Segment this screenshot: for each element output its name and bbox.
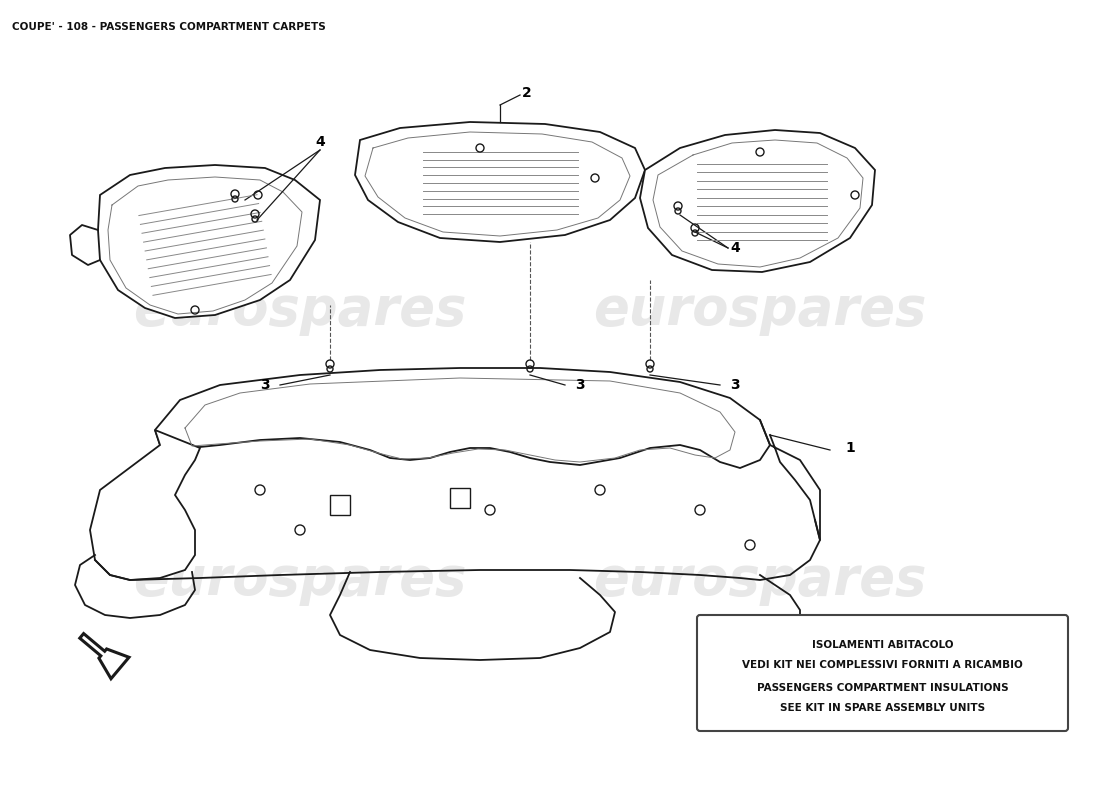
Text: eurospares: eurospares (133, 284, 466, 336)
Text: eurospares: eurospares (593, 554, 926, 606)
Polygon shape (98, 165, 320, 318)
Polygon shape (640, 130, 874, 272)
Text: eurospares: eurospares (133, 554, 466, 606)
Polygon shape (355, 122, 645, 242)
FancyBboxPatch shape (697, 615, 1068, 731)
Text: eurospares: eurospares (593, 284, 926, 336)
Text: COUPE' - 108 - PASSENGERS COMPARTMENT CARPETS: COUPE' - 108 - PASSENGERS COMPARTMENT CA… (12, 22, 326, 32)
Text: PASSENGERS COMPARTMENT INSULATIONS: PASSENGERS COMPARTMENT INSULATIONS (757, 683, 1009, 693)
Text: 3: 3 (575, 378, 584, 392)
Text: ISOLAMENTI ABITACOLO: ISOLAMENTI ABITACOLO (812, 640, 954, 650)
Text: 1: 1 (845, 441, 855, 455)
Bar (450, 488, 470, 508)
Text: 4: 4 (730, 241, 739, 255)
Text: 3: 3 (730, 378, 739, 392)
Polygon shape (155, 368, 770, 468)
Bar (330, 495, 350, 515)
Text: VEDI KIT NEI COMPLESSIVI FORNITI A RICAMBIO: VEDI KIT NEI COMPLESSIVI FORNITI A RICAM… (742, 660, 1023, 670)
Text: SEE KIT IN SPARE ASSEMBLY UNITS: SEE KIT IN SPARE ASSEMBLY UNITS (780, 703, 986, 713)
Text: 3: 3 (261, 378, 270, 392)
Text: 4: 4 (315, 135, 324, 149)
Polygon shape (90, 430, 200, 580)
Text: 2: 2 (522, 86, 531, 100)
